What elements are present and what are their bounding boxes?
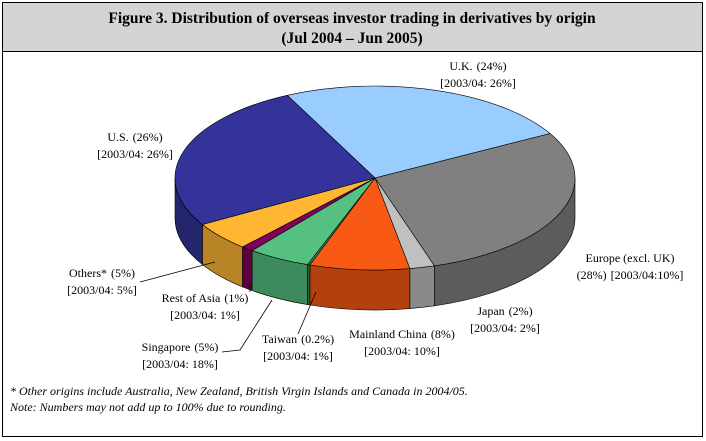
category-label: Mainland China [349, 327, 427, 341]
category-label: U.K. [449, 59, 472, 73]
prior-label: [2003/04:10%] [611, 268, 684, 282]
data-label: Taiwan (0.2%) [262, 332, 334, 346]
prior-label: [2003/04: 18%] [142, 357, 218, 371]
footnote: * Other origins include Australia, New Z… [10, 384, 468, 398]
value-label: (24%) [477, 59, 507, 73]
prior-label: [2003/04: 26%] [440, 76, 516, 90]
value-label: (8%) [431, 327, 455, 341]
slice-side [309, 264, 411, 311]
value-label: (1%) [224, 291, 248, 305]
data-label: [2003/04: 1%] [263, 349, 333, 363]
category-label: Japan [477, 304, 504, 318]
data-label: U.K. (24%) [449, 59, 506, 73]
prior-label: [2003/04: 10%] [364, 344, 440, 358]
chart-title: Figure 3. Distribution of overseas inves… [108, 10, 596, 27]
data-label: [2003/04: 26%] [97, 147, 173, 161]
data-label: [2003/04: 26%] [440, 76, 516, 90]
slice [374, 133, 576, 267]
prior-label: [2003/04: 5%] [67, 283, 137, 297]
data-label: [2003/04: 10%] [364, 344, 440, 358]
slice [309, 177, 411, 271]
value-label: (5%) [194, 340, 218, 354]
prior-label: [2003/04: 26%] [97, 147, 173, 161]
slice-side [307, 264, 311, 306]
category-label: Others* [69, 266, 107, 280]
value-label: (5%) [111, 266, 135, 280]
value-label: (0.2%) [301, 332, 334, 346]
data-label: Others* (5%) [69, 266, 135, 280]
data-label: Singapore (5%) [142, 340, 219, 354]
prior-label: [2003/04: 1%] [170, 308, 240, 322]
slice-side [242, 246, 253, 292]
prior-label: [2003/04: 2%] [470, 321, 540, 335]
value-label: (28%) [577, 268, 607, 282]
data-label: (28%) [2003/04:10%] [577, 268, 684, 282]
value-label: (26%) [133, 130, 163, 144]
category-label: U.S. [107, 130, 128, 144]
data-label: Japan (2%) [477, 304, 532, 318]
data-label: [2003/04: 1%] [170, 308, 240, 322]
value-label: (2%) [509, 304, 533, 318]
category-label: Singapore [142, 340, 191, 354]
slice-side [409, 265, 435, 309]
data-label: Rest of Asia (1%) [162, 291, 249, 305]
data-label: Europe (excl. UK) [586, 251, 675, 265]
chart-subtitle: (Jul 2004 – Jun 2005) [281, 30, 422, 47]
footnote: Note: Numbers may not add up to 100% due… [9, 400, 286, 414]
header-band [2, 2, 703, 52]
category-label: Taiwan [262, 332, 297, 346]
category-label: Europe (excl. UK) [586, 251, 675, 265]
data-label: [2003/04: 5%] [67, 283, 137, 297]
slice [286, 85, 551, 179]
prior-label: [2003/04: 1%] [263, 349, 333, 363]
data-label: U.S. (26%) [107, 130, 162, 144]
data-label: [2003/04: 2%] [470, 321, 540, 335]
category-label: Rest of Asia [162, 291, 221, 305]
slice [174, 94, 376, 225]
leader-line [297, 291, 317, 335]
data-label: Mainland China (8%) [349, 327, 455, 341]
leader-line [139, 261, 216, 283]
leader-line [221, 299, 273, 353]
data-label: [2003/04: 18%] [142, 357, 218, 371]
